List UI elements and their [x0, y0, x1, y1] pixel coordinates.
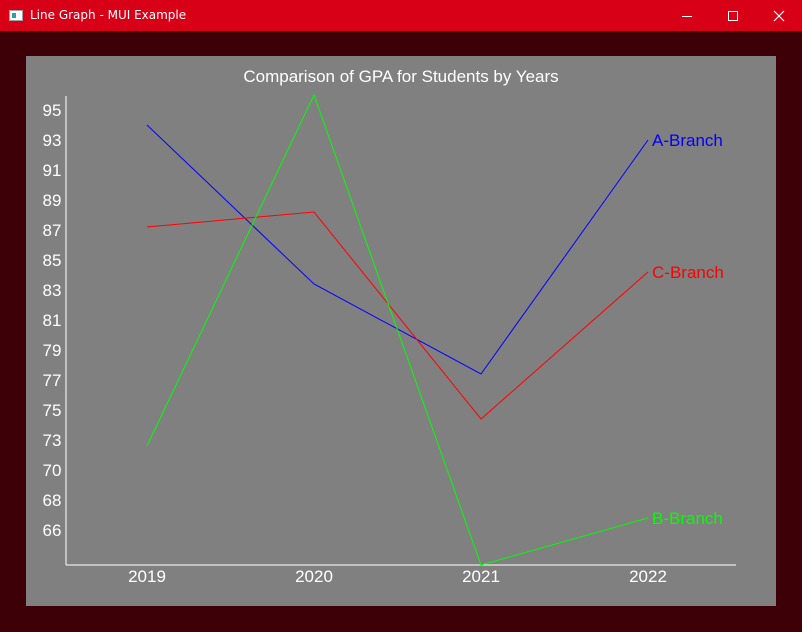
y-tick-label: 93 — [43, 131, 62, 150]
close-button[interactable] — [756, 0, 802, 31]
app-icon — [9, 10, 23, 21]
series-lines — [146, 93, 649, 566]
series-label-a-branch: A-Branch — [652, 131, 723, 150]
y-tick-label: 70 — [43, 461, 62, 480]
y-axis-tick-labels: 95 93 91 89 87 85 83 81 79 77 75 73 70 68 66 — [43, 101, 62, 540]
y-tick-label: 77 — [43, 371, 62, 390]
series-end-labels: A-Branch C-Branch B-Branch — [652, 131, 724, 528]
y-tick-label: 83 — [43, 281, 62, 300]
series-label-b-branch: B-Branch — [652, 509, 723, 528]
y-tick-label: 79 — [43, 341, 62, 360]
x-tick-label: 2022 — [629, 567, 667, 586]
y-tick-label: 87 — [43, 221, 62, 240]
series-line-c-branch — [146, 211, 649, 420]
series-line-a-branch — [146, 124, 649, 375]
maximize-icon — [728, 10, 738, 21]
chart-axes — [65, 96, 736, 566]
line-chart: Comparison of GPA for Students by Years … — [43, 67, 736, 586]
x-tick-label: 2019 — [128, 567, 166, 586]
series-label-c-branch: C-Branch — [652, 263, 724, 282]
y-tick-label: 95 — [43, 101, 62, 120]
y-tick-label: 68 — [43, 491, 62, 510]
window-title: Line Graph - MUI Example — [30, 8, 187, 22]
x-tick-label: 2020 — [295, 567, 333, 586]
chart-title: Comparison of GPA for Students by Years — [243, 67, 558, 86]
minimize-button[interactable] — [664, 0, 710, 31]
y-tick-label: 73 — [43, 431, 62, 450]
maximize-button[interactable] — [710, 0, 756, 31]
x-axis-tick-labels: 2019 2020 2021 2022 — [128, 567, 667, 586]
y-tick-label: 75 — [43, 401, 62, 420]
y-tick-label: 91 — [43, 161, 62, 180]
y-tick-label: 89 — [43, 191, 62, 210]
y-tick-label: 81 — [43, 311, 62, 330]
x-tick-label: 2021 — [462, 567, 500, 586]
close-icon — [773, 10, 785, 21]
y-tick-label: 66 — [43, 521, 62, 540]
y-tick-label: 85 — [43, 251, 62, 270]
minimize-icon — [682, 15, 692, 17]
plot-area: Comparison of GPA for Students by Years … — [26, 56, 776, 606]
title-bar: Line Graph - MUI Example — [0, 0, 802, 31]
series-line-b-branch — [146, 93, 649, 566]
